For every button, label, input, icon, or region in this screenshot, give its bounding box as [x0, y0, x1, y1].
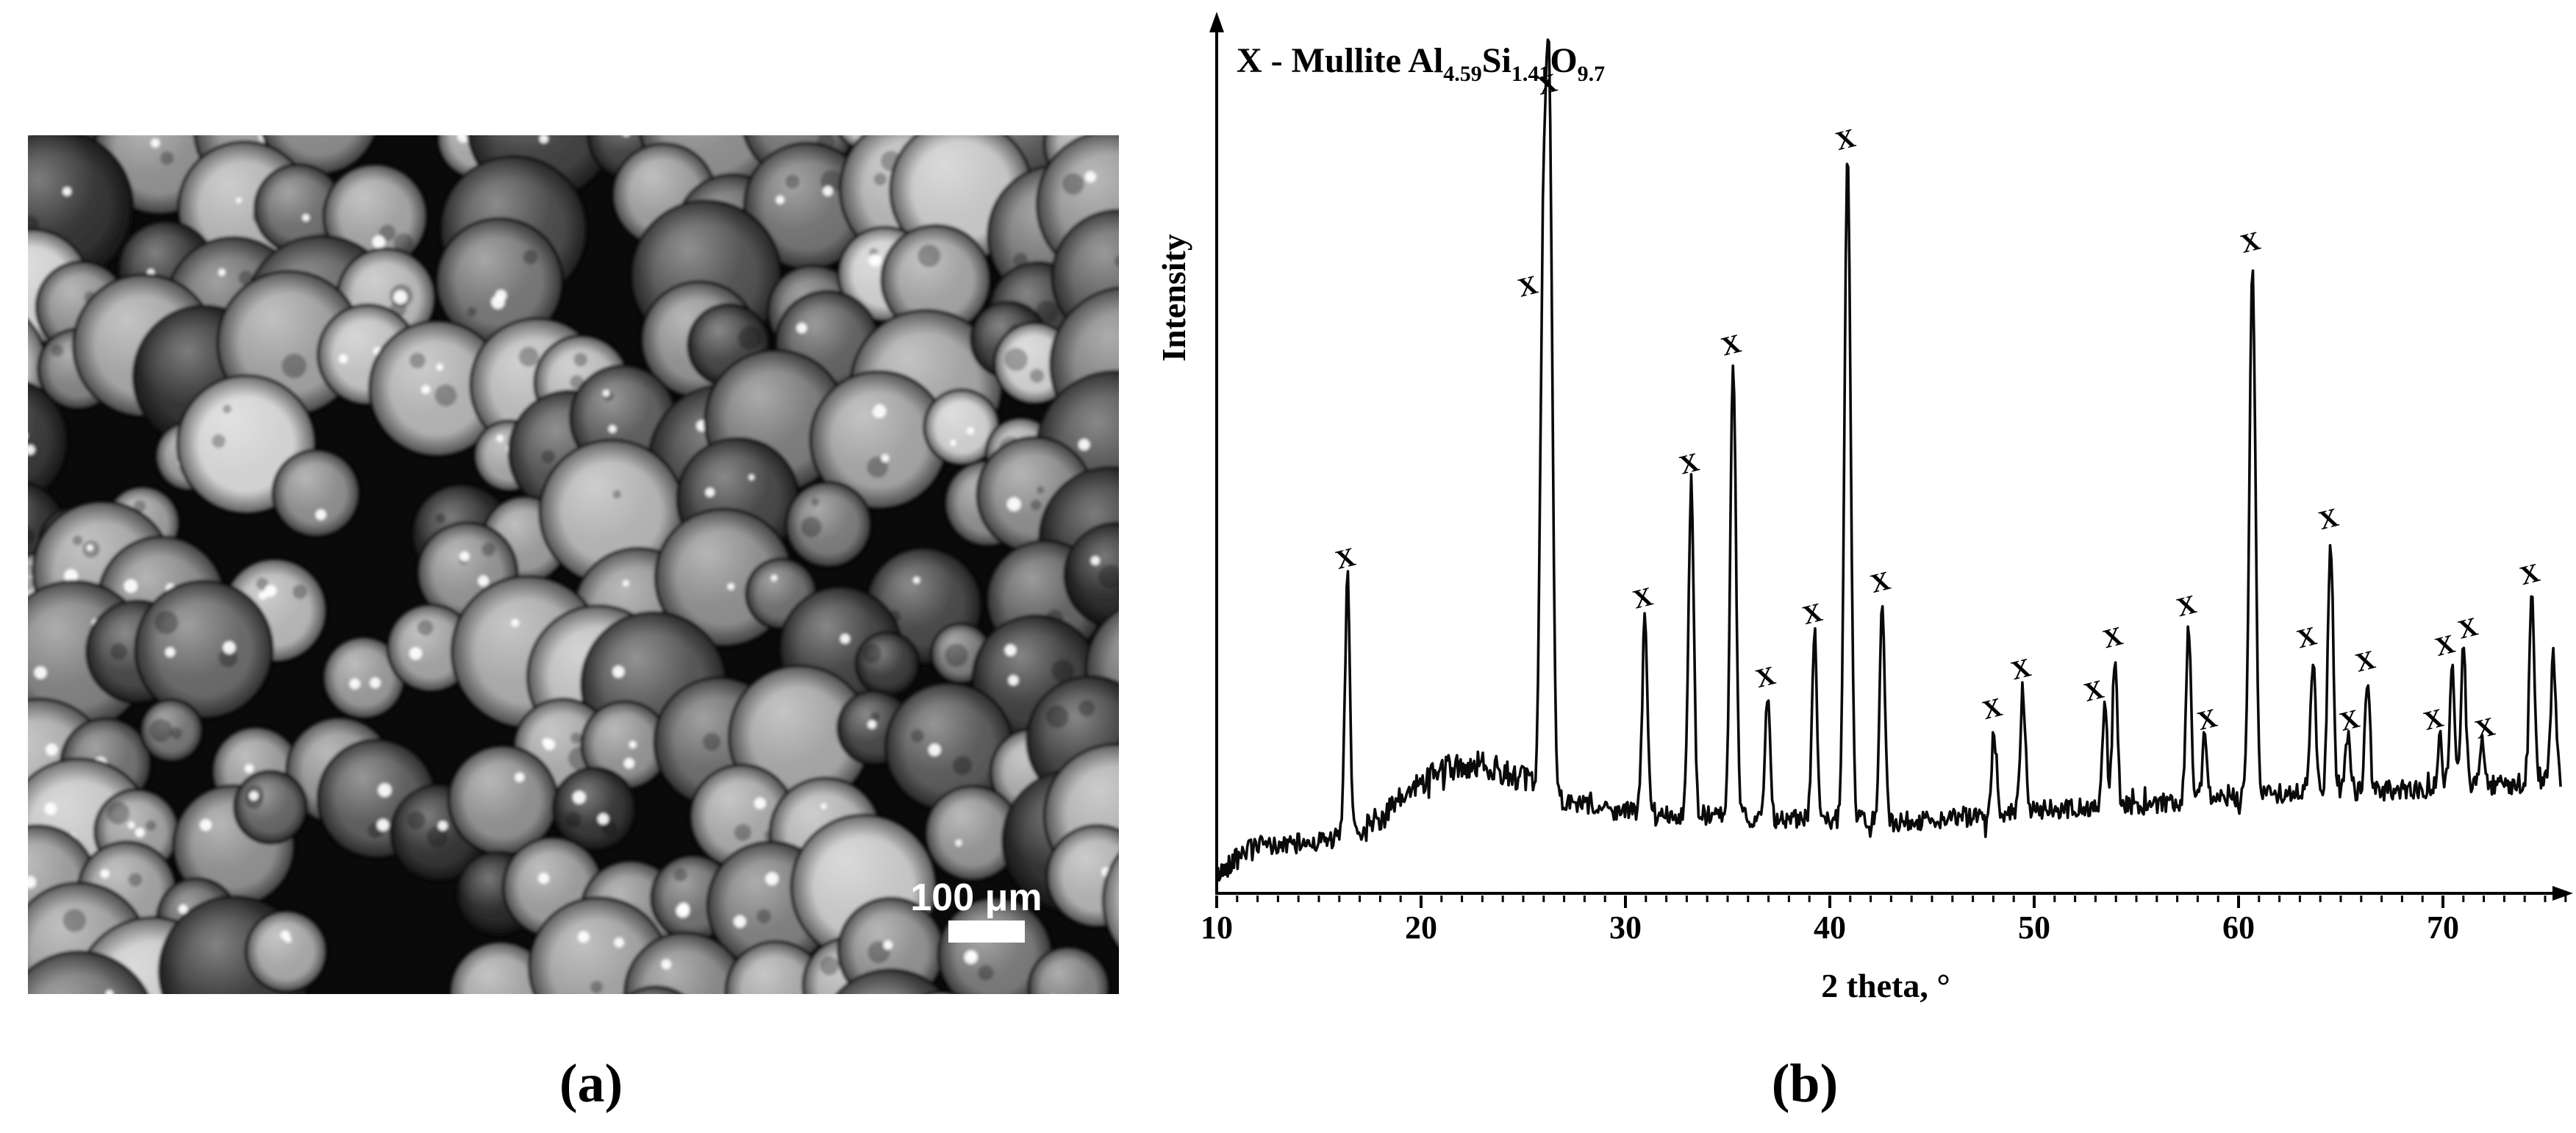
microsphere	[724, 940, 828, 994]
y-axis-arrow-icon	[1209, 12, 1224, 32]
peak-x-label: X	[2455, 612, 2480, 645]
microsphere	[368, 319, 506, 458]
microsphere	[809, 370, 949, 510]
panel-a-caption: (a)	[559, 1054, 623, 1114]
peak-x-label: X	[1630, 582, 1656, 615]
microsphere	[923, 388, 1001, 466]
microsphere	[271, 448, 361, 538]
x-axis-arrow-icon	[2552, 886, 2573, 901]
peak-x-label: X	[1515, 270, 1541, 303]
x-axis-title: 2 theta, °	[1821, 967, 1950, 1004]
microsphere	[1045, 823, 1119, 929]
xrd-curve	[1215, 38, 2562, 882]
x-tick-label: 70	[2427, 909, 2459, 946]
microsphere	[253, 162, 345, 254]
peak-x-label: X	[2194, 703, 2220, 736]
microsphere	[580, 700, 670, 790]
microsphere	[448, 940, 553, 994]
microsphere	[447, 744, 559, 857]
scale-bar: 100 μm	[910, 876, 1042, 943]
microsphere-field	[28, 135, 1119, 994]
peak-x-label: X	[2008, 652, 2033, 685]
microsphere	[924, 990, 959, 994]
microsphere	[880, 224, 992, 336]
peak-x-label: X	[2472, 712, 2497, 745]
microsphere	[434, 217, 565, 346]
peak-x-label: X	[2420, 703, 2446, 736]
peak-x-label: X	[2353, 645, 2378, 678]
peak-x-label: X	[1979, 692, 2005, 725]
microsphere	[629, 985, 684, 994]
scale-bar-rule	[948, 921, 1025, 943]
x-tick-labels: 10 20 30 40 50 60 70	[1201, 909, 2459, 946]
x-tick-label: 10	[1201, 909, 1233, 946]
peak-x-label: X	[1867, 565, 1893, 598]
microsphere	[1063, 521, 1119, 629]
x-tick-label: 50	[2018, 909, 2050, 946]
microsphere	[929, 622, 992, 685]
x-axis-ticks	[1215, 896, 2567, 908]
microsphere	[884, 682, 1015, 812]
microsphere	[835, 968, 946, 994]
microsphere	[784, 480, 873, 568]
y-axis-title: Intensity	[1155, 234, 1192, 362]
axes	[1215, 29, 2557, 895]
microsphere	[28, 381, 69, 501]
microsphere	[134, 579, 274, 720]
microsphere	[976, 435, 1094, 554]
microsphere	[390, 783, 489, 883]
panel-a-micrograph: 100 μm	[28, 135, 1119, 994]
microsphere	[551, 766, 637, 852]
peak-x-label: X	[1333, 542, 1359, 575]
scale-bar-label: 100 μm	[910, 876, 1042, 919]
peak-x-label: X	[2517, 557, 2543, 590]
x-tick-label: 60	[2222, 909, 2255, 946]
microsphere	[924, 784, 1021, 882]
peak-x-label: X	[1676, 447, 1702, 480]
microsphere	[1027, 946, 1111, 994]
microsphere	[837, 896, 945, 994]
peak-x-label: X	[2432, 629, 2458, 662]
x-tick-label: 40	[1814, 909, 1846, 946]
microsphere	[232, 769, 309, 846]
peak-x-label: X	[1753, 660, 1778, 693]
peak-x-label: X	[2294, 621, 2319, 654]
microsphere	[1035, 135, 1119, 280]
microsphere	[28, 950, 149, 994]
x-tick-label: 30	[1609, 909, 1642, 946]
microsphere	[1101, 852, 1119, 950]
panel-b-caption: (b)	[1771, 1054, 1839, 1114]
peak-x-label: X	[2316, 502, 2341, 535]
microsphere	[743, 141, 872, 271]
microsphere	[322, 636, 406, 720]
peak-x-label: X	[2238, 226, 2264, 259]
peak-x-label: X	[2081, 674, 2107, 707]
x-tick-label: 20	[1405, 909, 1437, 946]
peak-x-label: X	[2174, 589, 2200, 622]
microsphere	[854, 631, 921, 697]
microsphere	[139, 698, 204, 763]
microsphere	[623, 932, 748, 994]
legend-mullite: X - Mullite Al4.59Si1.41O9.7	[1237, 41, 1605, 86]
peak-x-label: X	[2336, 704, 2362, 737]
microsphere	[244, 909, 328, 993]
peak-x-label: X	[2100, 621, 2125, 654]
peak-x-label: X	[1718, 329, 1744, 362]
peak-x-label: X	[1833, 123, 1858, 156]
panel-b-xrd-chart: 10 20 30 40 50 60 70 2 theta, ° Intensity X - Mul…	[1155, 12, 2573, 1004]
peak-x-label: X	[1800, 597, 1825, 630]
